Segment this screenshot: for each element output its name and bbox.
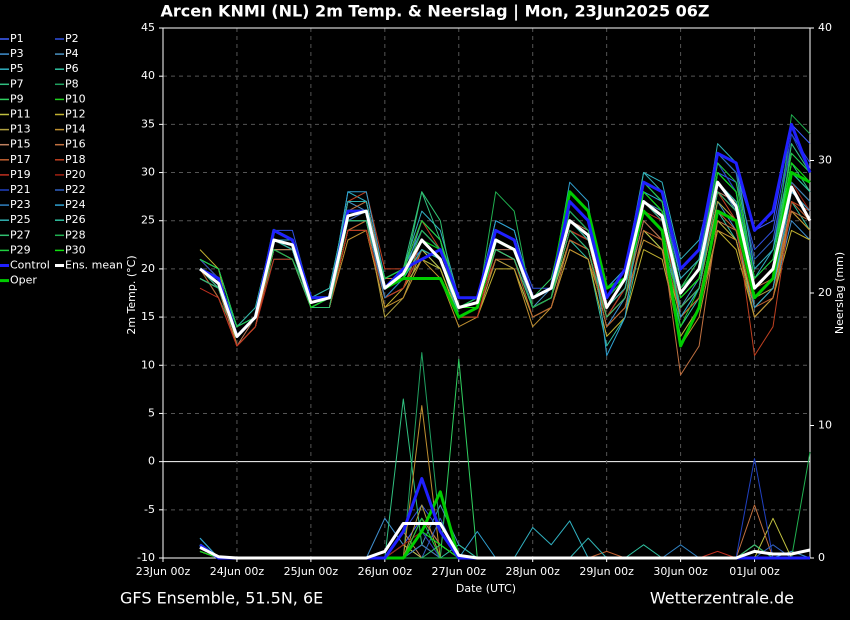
legend-label: P11: [10, 108, 31, 121]
legend-label: P3: [10, 47, 24, 60]
legend-label: P20: [65, 168, 86, 181]
legend-label: P25: [10, 213, 31, 226]
x-tick-label: 23Jun 00z: [136, 565, 191, 578]
legend-label: P12: [65, 108, 86, 121]
x-axis-label: Date (UTC): [456, 582, 516, 595]
legend-label: P29: [10, 243, 31, 256]
x-tick-label: 27Jun 00z: [432, 565, 487, 578]
y2-tick-label: 20: [818, 286, 832, 299]
legend-label: P30: [65, 243, 86, 256]
legend-label: P14: [65, 123, 86, 136]
y-tick-label: 30: [141, 166, 155, 179]
temp-line: [199, 143, 811, 337]
legend-label: P4: [65, 47, 79, 60]
x-tick-label: 25Jun 00z: [284, 565, 339, 578]
x-tick-label: 24Jun 00z: [210, 565, 265, 578]
y-axis-label: 2m Temp. (°C): [125, 255, 138, 334]
x-tick-label: 29Jun 00z: [579, 565, 634, 578]
legend-label: P5: [10, 62, 24, 75]
legend-label: P24: [65, 198, 86, 211]
legend-label: P8: [65, 77, 79, 90]
legend-label: P9: [10, 92, 24, 105]
temp-line: [199, 180, 812, 338]
x-tick-label: 26Jun 00z: [358, 565, 413, 578]
legend-label: Control: [10, 259, 50, 272]
legend-label: P27: [10, 228, 31, 241]
legend-label: P18: [65, 153, 86, 166]
y-tick-label: 25: [141, 214, 155, 227]
footer-source: GFS Ensemble, 51.5N, 6E: [120, 589, 323, 608]
legend-label: P7: [10, 77, 24, 90]
legend-label: P17: [10, 153, 31, 166]
legend-label: P16: [65, 138, 86, 151]
y-tick-label: 5: [148, 406, 155, 419]
chart-title: Arcen KNMI (NL) 2m Temp. & Neerslag | Mo…: [160, 2, 709, 22]
x-tick-label: 28Jun 00z: [505, 565, 560, 578]
legend-label: P1: [10, 32, 24, 45]
y2-tick-label: 30: [818, 154, 832, 167]
y-tick-label: 10: [141, 358, 155, 371]
precip-line: [199, 522, 811, 560]
legend-label: P15: [10, 138, 31, 151]
footer-site: Wetterzentrale.de: [650, 589, 794, 608]
y-tick-label: 40: [141, 69, 155, 82]
y-tick-label: 15: [141, 310, 155, 323]
legend-label: Oper: [10, 274, 37, 287]
legend-label: P6: [65, 62, 79, 75]
y2-tick-label: 10: [818, 419, 832, 432]
legend-label: P10: [65, 92, 86, 105]
y-tick-label: -10: [137, 551, 155, 564]
legend-label: P23: [10, 198, 31, 211]
legend-label: P13: [10, 123, 31, 136]
y-tick-label: 0: [148, 455, 155, 468]
y-tick-label: 45: [141, 21, 155, 34]
legend-label: P19: [10, 168, 31, 181]
y2-axis-label: Neerslag (mm): [833, 252, 846, 334]
y-tick-label: 35: [141, 117, 155, 130]
y2-tick-label: 40: [818, 21, 832, 34]
legend-label: Ens. mean: [65, 259, 123, 272]
x-tick-label: 30Jun 00z: [653, 565, 708, 578]
legend-label: P28: [65, 228, 86, 241]
y-tick-label: -5: [144, 503, 155, 516]
y-tick-label: 20: [141, 262, 155, 275]
y2-tick-label: 0: [818, 551, 825, 564]
legend-label: P2: [65, 32, 79, 45]
legend-label: P21: [10, 183, 31, 196]
legend-label: P26: [65, 213, 86, 226]
x-tick-label: 01Jul 00z: [729, 565, 780, 578]
legend-label: P22: [65, 183, 86, 196]
